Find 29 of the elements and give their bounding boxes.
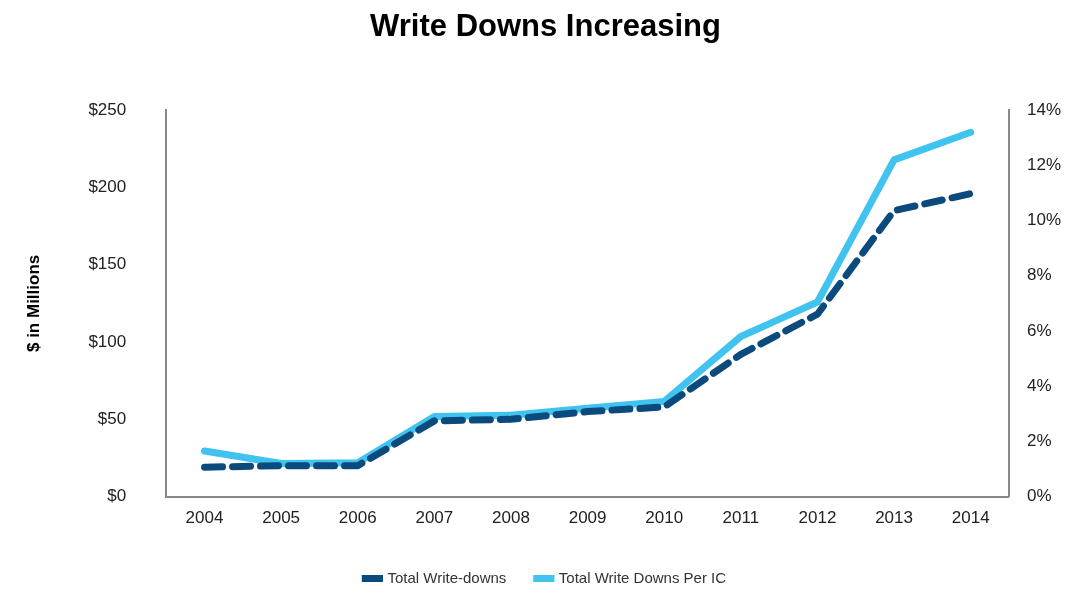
y-tick-label: $150 [88,254,127,274]
y2-tick-label: 6% [1026,320,1052,340]
x-tick-label: 2006 [338,508,377,528]
y-tick-label: $100 [88,331,127,351]
y-axis-title: $ in Millions [23,254,43,353]
y2-tick-label: 2% [1026,431,1052,451]
legend-label: Total Write Downs Per IC [558,568,727,586]
legend-label: Total Write-downs [387,568,507,586]
y2-tick-label: 0% [1026,486,1052,506]
x-tick-label: 2012 [798,508,837,528]
x-tick-label: 2014 [951,508,990,528]
x-tick-label: 2004 [185,508,224,528]
y2-tick-label: 12% [1026,155,1062,175]
chart-title: Write Downs Increasing [369,8,722,44]
x-tick-label: 2010 [645,508,684,528]
x-tick-label: 2009 [568,508,607,528]
y-tick-label: $250 [88,99,127,119]
y2-tick-label: 8% [1026,265,1052,285]
x-tick-label: 2013 [875,508,913,528]
x-tick-label: 2008 [492,508,530,528]
x-tick-label: 2005 [262,508,301,528]
x-tick-label: 2007 [415,508,454,528]
y2-tick-label: 10% [1026,210,1062,230]
y-tick-label: $0 [107,486,127,506]
x-tick-label: 2011 [722,508,760,528]
y2-tick-label: 4% [1026,375,1052,395]
y2-tick-label: 14% [1026,99,1062,119]
y-tick-label: $200 [88,177,127,197]
y-tick-label: $50 [97,409,127,429]
